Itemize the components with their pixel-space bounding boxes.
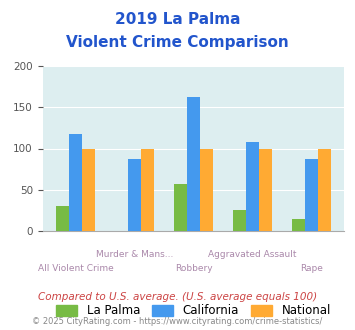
- Bar: [318, 148, 331, 231]
- Bar: [259, 148, 272, 231]
- Text: 2019 La Palma: 2019 La Palma: [115, 12, 240, 26]
- Bar: [292, 218, 305, 231]
- Bar: [187, 97, 200, 231]
- Text: Violent Crime Comparison: Violent Crime Comparison: [66, 35, 289, 50]
- Bar: [141, 148, 154, 231]
- Bar: [200, 148, 213, 231]
- Bar: [305, 159, 318, 231]
- Text: Aggravated Assault: Aggravated Assault: [208, 250, 296, 259]
- Text: All Violent Crime: All Violent Crime: [38, 264, 114, 273]
- Text: Rape: Rape: [300, 264, 323, 273]
- Legend: La Palma, California, National: La Palma, California, National: [51, 300, 335, 322]
- Text: © 2025 CityRating.com - https://www.cityrating.com/crime-statistics/: © 2025 CityRating.com - https://www.city…: [32, 317, 323, 326]
- Text: Robbery: Robbery: [175, 264, 212, 273]
- Text: Compared to U.S. average. (U.S. average equals 100): Compared to U.S. average. (U.S. average …: [38, 292, 317, 302]
- Bar: [128, 159, 141, 231]
- Bar: [174, 184, 187, 231]
- Text: Murder & Mans...: Murder & Mans...: [96, 250, 173, 259]
- Bar: [56, 206, 69, 231]
- Bar: [82, 148, 95, 231]
- Bar: [246, 142, 259, 231]
- Bar: [69, 134, 82, 231]
- Bar: [233, 211, 246, 231]
